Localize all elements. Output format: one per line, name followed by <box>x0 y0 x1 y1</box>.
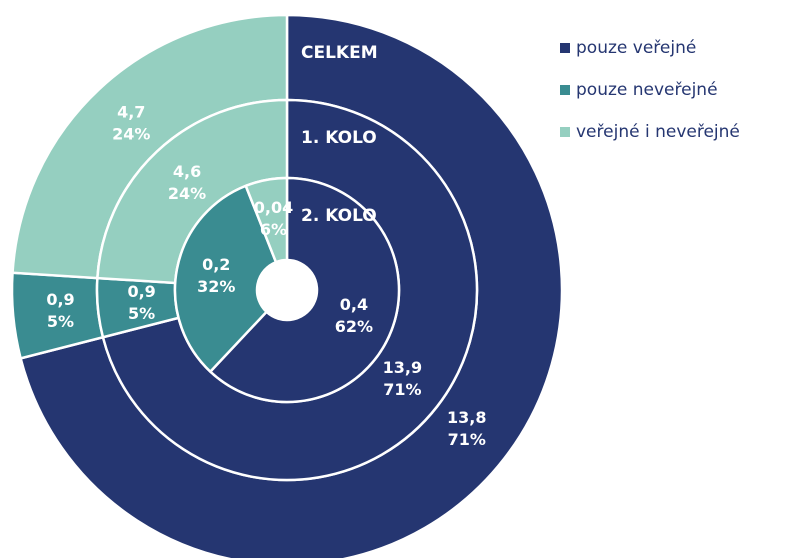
data-label-value: 4,7 <box>117 103 145 122</box>
data-label-value: 4,6 <box>173 162 201 181</box>
data-label-value: 0,9 <box>46 290 74 309</box>
data-label-share: 5% <box>47 312 74 331</box>
legend-swatch <box>560 127 570 137</box>
donut-segment <box>244 176 289 264</box>
legend-swatch <box>560 43 570 53</box>
data-label-value: 0,04 <box>254 198 293 217</box>
legend-label: pouze veřejné <box>576 38 696 58</box>
data-label-value: 0,2 <box>202 255 230 274</box>
donut-segment <box>208 176 401 404</box>
legend-label: pouze neveřejné <box>576 80 718 100</box>
legend-swatch <box>560 85 570 95</box>
data-label-share: 32% <box>197 277 235 296</box>
data-label-share: 5% <box>128 304 155 323</box>
data-label-value: 13,9 <box>383 358 422 377</box>
data-label-share: 6% <box>260 220 287 239</box>
donut-segment <box>173 184 278 374</box>
legend-label: veřejné i neveřejné <box>576 122 740 142</box>
data-label-value: 0,4 <box>340 295 368 314</box>
data-label-value: 13,8 <box>447 408 486 427</box>
data-label-share: 24% <box>168 184 206 203</box>
data-label-share: 24% <box>112 125 150 144</box>
ring-label: 2. KOLO <box>301 206 377 226</box>
data-label-value: 0,9 <box>127 282 155 301</box>
data-label-share: 62% <box>335 317 373 336</box>
ring-label: 1. KOLO <box>301 128 377 148</box>
data-label-share: 71% <box>383 380 421 399</box>
ring-label: CELKEM <box>301 43 378 63</box>
data-label-share: 71% <box>448 430 486 449</box>
